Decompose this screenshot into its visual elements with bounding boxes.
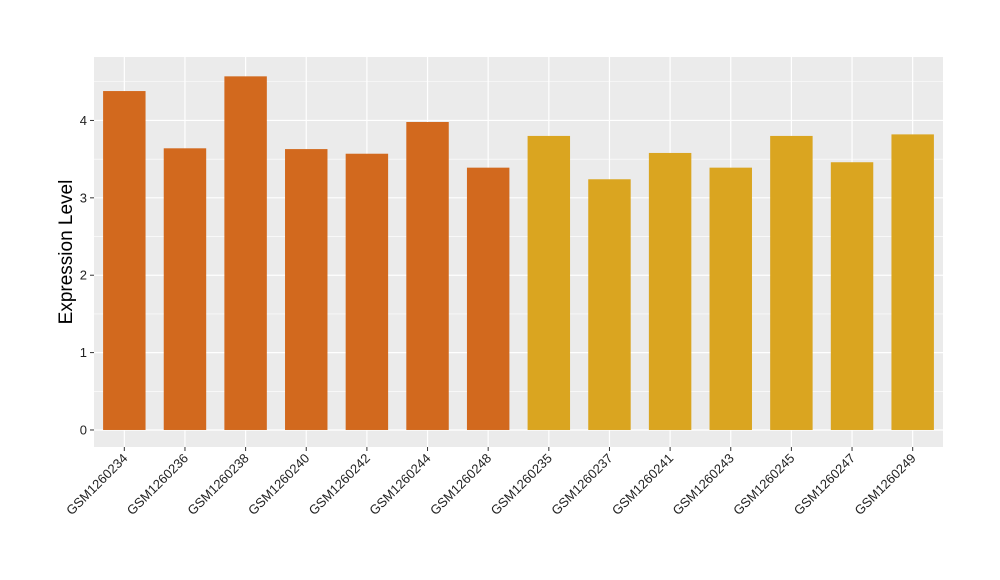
x-tick-label: GSM1260245 xyxy=(730,451,797,518)
bar-GSM1260237 xyxy=(588,179,631,430)
bar-GSM1260242 xyxy=(345,153,389,430)
x-tick-label: GSM1260237 xyxy=(548,451,615,518)
bar-GSM1260234 xyxy=(103,91,146,430)
y-tick-label: 0 xyxy=(80,422,87,437)
y-tick-label: 3 xyxy=(80,190,87,205)
y-tick-label: 1 xyxy=(80,345,87,360)
x-tick-label: GSM1260249 xyxy=(851,451,918,518)
y-tick-label: 4 xyxy=(80,113,87,128)
x-tick-label: GSM1260241 xyxy=(609,451,676,518)
bar-GSM1260244 xyxy=(406,122,449,430)
x-tick-label: GSM1260243 xyxy=(670,451,737,518)
x-tick-label: GSM1260247 xyxy=(791,451,858,518)
bar-GSM1260236 xyxy=(163,148,207,430)
x-tick-label: GSM1260244 xyxy=(366,451,433,518)
bar-GSM1260247 xyxy=(830,162,874,430)
x-tick-label: GSM1260240 xyxy=(245,451,312,518)
x-tick-label: GSM1260238 xyxy=(184,451,251,518)
bar-GSM1260249 xyxy=(891,134,934,430)
y-axis: 0 1 2 3 4 xyxy=(80,113,94,437)
x-tick-label: GSM1260242 xyxy=(306,451,373,518)
x-tick-label: GSM1260234 xyxy=(63,451,130,518)
bar-GSM1260248 xyxy=(466,167,510,430)
y-tick-label: 2 xyxy=(80,268,87,283)
x-tick-label: GSM1260236 xyxy=(124,451,191,518)
bar-GSM1260245 xyxy=(770,135,813,430)
bars xyxy=(103,76,934,430)
y-axis-title: Expression Level xyxy=(56,180,77,325)
bar-GSM1260240 xyxy=(285,149,328,430)
x-tick-label: GSM1260235 xyxy=(488,451,555,518)
bar-GSM1260238 xyxy=(224,76,267,430)
x-tick-label: GSM1260248 xyxy=(427,451,494,518)
bar-GSM1260241 xyxy=(648,152,692,430)
plot-panel xyxy=(94,57,943,447)
bar-GSM1260243 xyxy=(709,167,752,430)
bar-GSM1260235 xyxy=(527,135,571,430)
x-axis: GSM1260234GSM1260236GSM1260238GSM1260240… xyxy=(63,447,919,518)
